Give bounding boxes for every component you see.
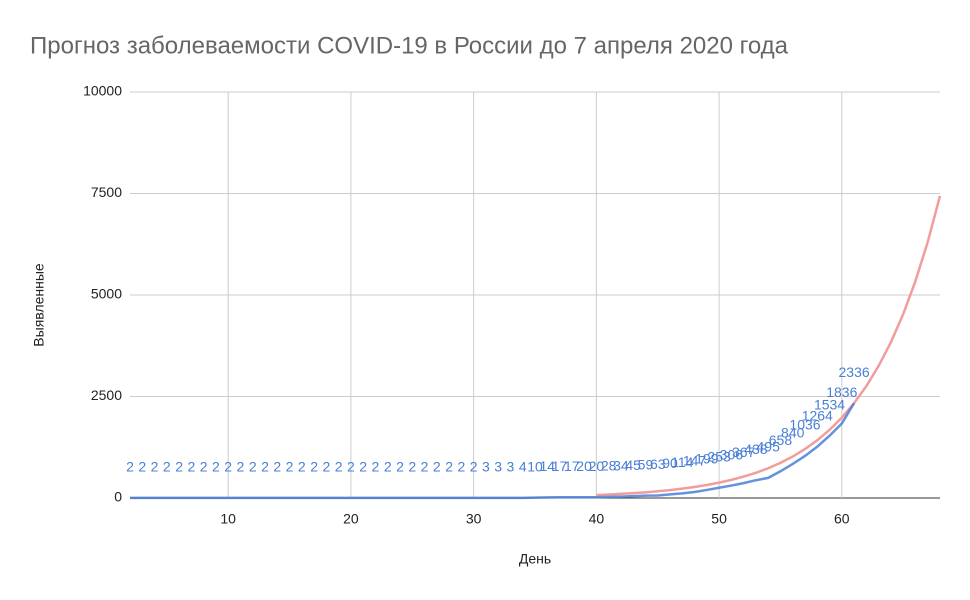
- data-label: 2: [200, 459, 208, 475]
- data-label: 2: [359, 459, 367, 475]
- data-label: 114: [671, 454, 694, 470]
- data-label: 20: [576, 458, 592, 474]
- data-label: 2: [126, 459, 134, 475]
- data-label: 1264: [802, 407, 833, 423]
- data-label: 2: [163, 459, 171, 475]
- data-label: 34: [613, 457, 629, 473]
- data-label: 3: [494, 459, 502, 475]
- y-tick-label: 7500: [91, 184, 122, 200]
- data-label: 495: [757, 439, 781, 455]
- data-label: 14: [539, 458, 555, 474]
- data-label: 10: [527, 458, 543, 474]
- data-label: 306: [720, 446, 744, 462]
- data-label: 2: [138, 459, 146, 475]
- data-label: 2: [372, 459, 380, 475]
- data-label: 2: [470, 459, 478, 475]
- x-tick-label: 30: [466, 511, 482, 527]
- y-axis-label: Выявленные: [31, 263, 47, 347]
- x-tick-label: 10: [220, 511, 236, 527]
- data-label: 199: [695, 451, 719, 467]
- x-tick-label: 20: [343, 511, 359, 527]
- data-label: 367: [732, 444, 756, 460]
- data-label: 17: [552, 458, 568, 474]
- data-label: 2: [151, 459, 159, 475]
- data-label: 17: [564, 458, 580, 474]
- data-label: 4: [519, 459, 527, 475]
- data-label: 59: [638, 456, 654, 472]
- data-label: 2: [445, 459, 453, 475]
- data-label: 2: [421, 459, 429, 475]
- data-label: 2: [273, 459, 281, 475]
- data-label: 2: [175, 459, 183, 475]
- data-label: 840: [781, 425, 805, 441]
- y-tick-label: 10000: [83, 83, 122, 99]
- data-label: 20: [589, 458, 605, 474]
- series-line: [596, 195, 942, 497]
- data-label: 2: [335, 459, 343, 475]
- data-label: 45: [625, 457, 641, 473]
- data-label: 2: [249, 459, 257, 475]
- data-label: 658: [769, 432, 793, 448]
- data-label: 2: [286, 459, 294, 475]
- y-tick-label: 0: [114, 489, 122, 505]
- x-tick-label: 60: [834, 511, 850, 527]
- data-label: 2: [433, 459, 441, 475]
- data-label: 2336: [839, 364, 870, 380]
- data-label: 2: [322, 459, 330, 475]
- series-line: [130, 402, 856, 500]
- x-tick-label: 50: [711, 511, 727, 527]
- data-label: 2: [224, 459, 232, 475]
- data-label: 147: [683, 453, 707, 469]
- data-label: 2: [396, 459, 404, 475]
- data-label: 2: [298, 459, 306, 475]
- chart-title: Прогноз заболеваемости COVID-19 в России…: [30, 32, 789, 59]
- data-label: 2: [212, 459, 220, 475]
- y-tick-label: 5000: [91, 286, 122, 302]
- data-label: 438: [744, 441, 768, 457]
- data-label: 28: [601, 458, 617, 474]
- data-label: 253: [707, 448, 731, 464]
- data-label: 2: [310, 459, 318, 475]
- y-tick-label: 2500: [91, 387, 122, 403]
- data-label: 63: [650, 456, 666, 472]
- data-label: 2: [457, 459, 465, 475]
- data-label: 3: [507, 459, 515, 475]
- data-label: 2: [187, 459, 195, 475]
- x-axis-label: День: [519, 551, 551, 567]
- data-label: 2: [237, 459, 245, 475]
- data-label: 1534: [814, 396, 845, 412]
- data-label: 90: [662, 455, 678, 471]
- x-tick-label: 40: [589, 511, 605, 527]
- data-label: 3: [482, 459, 490, 475]
- data-label: 2: [347, 459, 355, 475]
- data-label: 2: [384, 459, 392, 475]
- data-label: 2: [408, 459, 416, 475]
- data-label: 2: [261, 459, 269, 475]
- data-label: 1836: [826, 384, 857, 400]
- data-label: 1036: [789, 417, 820, 433]
